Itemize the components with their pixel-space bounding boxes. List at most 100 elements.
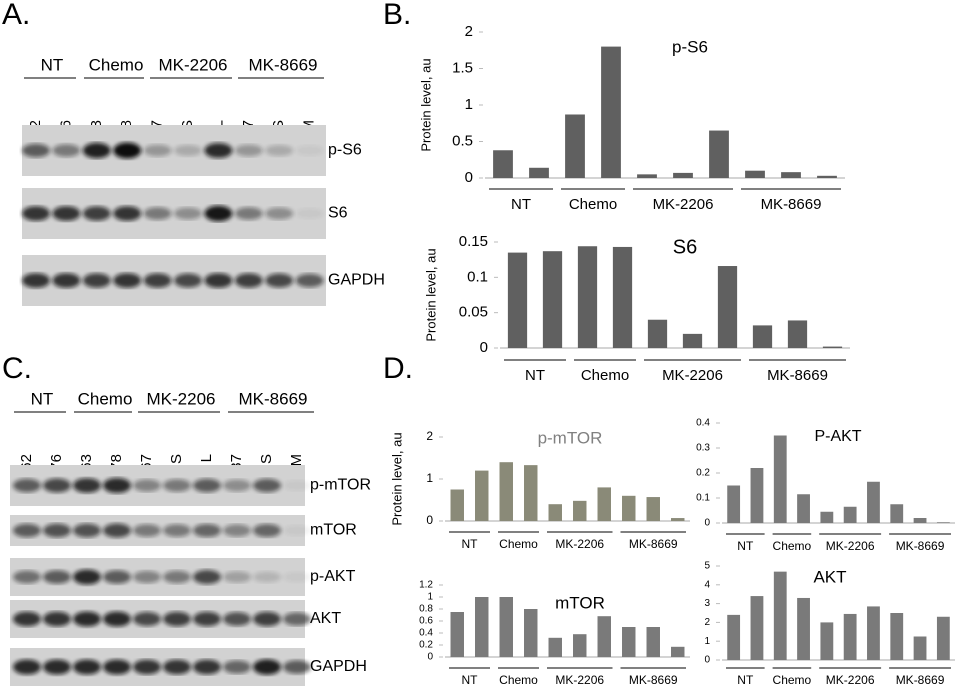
bar: [646, 497, 660, 521]
band: [13, 523, 41, 538]
chart-title: S6: [673, 236, 697, 258]
group-label: NT: [462, 537, 479, 551]
bar: [612, 246, 633, 348]
y-tick-label: 0: [426, 513, 433, 527]
y-tick-label: 0: [465, 169, 473, 186]
group-label: NT: [462, 673, 479, 687]
bar: [752, 325, 773, 348]
band: [113, 273, 142, 288]
y-tick-label: 0.2: [696, 468, 710, 479]
band: [295, 145, 324, 156]
bar: [820, 511, 834, 523]
bar: [867, 481, 880, 523]
y-tick-label: 0.05: [459, 304, 488, 321]
blot-label: p-S6: [328, 142, 362, 159]
y-tick-label: 2: [704, 617, 710, 628]
blot-label: p-mTOR: [310, 477, 371, 494]
band: [133, 570, 161, 584]
bar: [601, 46, 621, 178]
band: [82, 142, 111, 159]
y-tick-label: 0.1: [467, 268, 488, 285]
y-tick-label: 0.2: [419, 640, 433, 651]
group-label: MK-2206: [555, 537, 604, 551]
bar: [787, 320, 808, 348]
band: [174, 144, 202, 157]
blot-label: p-AKT: [310, 568, 356, 585]
bar: [597, 487, 611, 521]
y-tick-label: 0.5: [452, 132, 473, 149]
blot-label: GAPDH: [328, 272, 385, 289]
band: [234, 144, 263, 157]
y-tick-label: 5: [704, 561, 710, 572]
band: [52, 273, 81, 288]
band: [283, 571, 311, 583]
bar: [867, 606, 880, 660]
band: [52, 144, 81, 157]
y-axis-label: Protein level, au: [389, 432, 404, 525]
band: [82, 273, 111, 288]
band: [283, 660, 311, 674]
chart-title: p-S6: [672, 37, 708, 56]
bar: [475, 597, 489, 657]
blot-label: AKT: [310, 610, 341, 627]
bar: [524, 465, 538, 521]
band: [223, 479, 251, 492]
group-label: Chemo: [499, 537, 538, 551]
y-tick-label: 1: [426, 471, 433, 485]
blot-label: mTOR: [310, 522, 357, 539]
bar: [843, 506, 857, 523]
panel-label: D.: [383, 352, 413, 385]
bar: [499, 462, 513, 521]
band: [22, 206, 50, 221]
group-label: NT: [31, 389, 54, 408]
bar: [913, 518, 927, 523]
group-label: MK-2206: [653, 196, 714, 213]
band: [253, 523, 281, 538]
band: [143, 273, 172, 288]
chart-title: P-AKT: [814, 428, 861, 445]
bar: [637, 174, 657, 178]
bar: [671, 518, 685, 521]
band: [103, 477, 131, 494]
band: [13, 478, 41, 493]
bar: [622, 495, 636, 521]
band: [43, 611, 71, 627]
group-label: Chemo: [499, 673, 538, 687]
group-label: MK-8669: [239, 389, 308, 408]
band: [223, 660, 251, 674]
chart-title: AKT: [813, 567, 846, 586]
bar: [936, 616, 950, 660]
group-label: NT: [525, 367, 545, 384]
band: [193, 611, 221, 627]
y-tick-label: 2: [426, 429, 433, 443]
y-tick-label: 3: [704, 598, 710, 609]
bar: [682, 333, 703, 348]
band: [133, 611, 161, 627]
band: [253, 571, 281, 583]
bar: [671, 646, 685, 657]
bar: [524, 609, 538, 657]
y-axis-label: Protein level, au: [418, 58, 433, 151]
bar: [797, 597, 810, 660]
band: [265, 207, 294, 220]
bar: [822, 346, 843, 348]
band: [204, 142, 233, 159]
bar: [797, 494, 810, 523]
band: [223, 524, 251, 537]
band: [103, 570, 131, 584]
bar: [529, 167, 549, 178]
band: [283, 525, 311, 536]
band: [193, 659, 221, 675]
band: [234, 273, 263, 288]
y-tick-label: 0.1: [696, 493, 710, 504]
group-label: MK-2206: [826, 673, 875, 687]
bar: [565, 114, 585, 178]
group-label: MK-8669: [629, 537, 678, 551]
group-label: MK-2206: [159, 55, 228, 74]
y-tick-label: 0.3: [696, 443, 710, 454]
band: [163, 524, 191, 537]
group-label: MK-8669: [629, 673, 678, 687]
band: [265, 144, 294, 157]
band: [43, 523, 71, 538]
